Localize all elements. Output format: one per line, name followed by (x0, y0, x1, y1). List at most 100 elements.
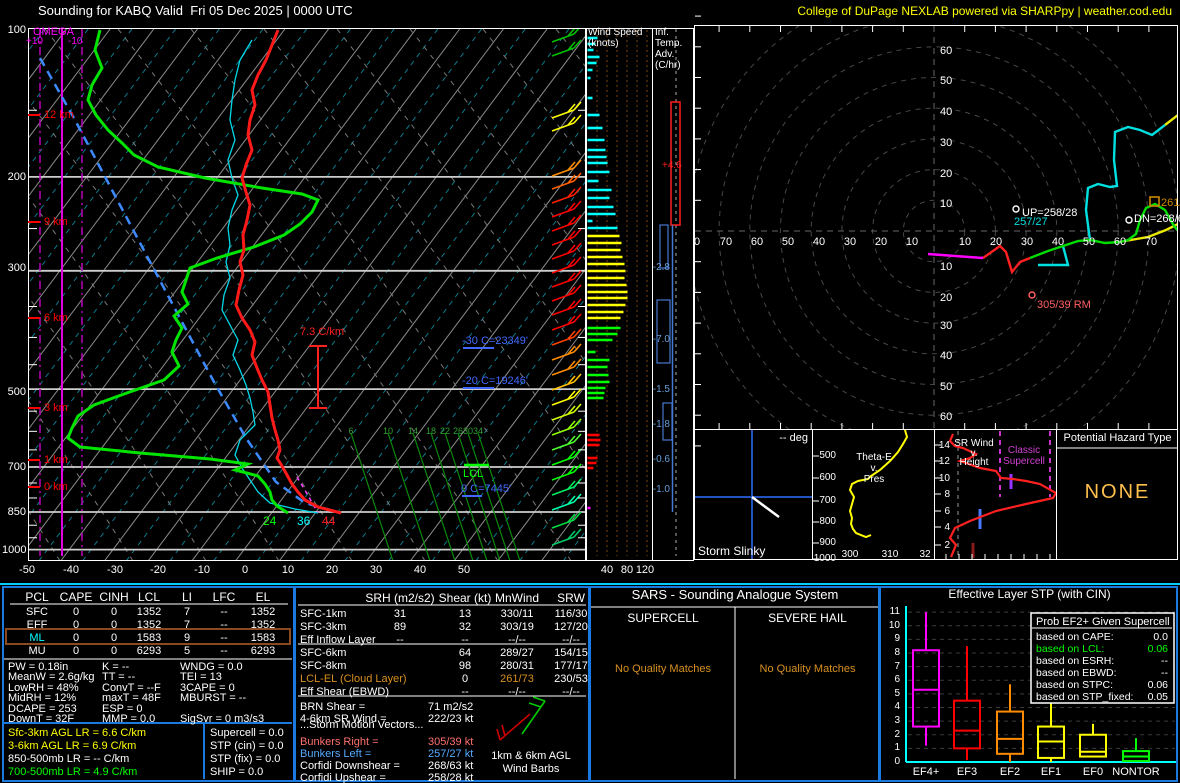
lapse-rate-value: 3-6km AGL LR = 6.9 C/km (8, 740, 137, 752)
shear-mnwind-value: --/-- (508, 634, 526, 646)
slinky-segment (751, 495, 780, 519)
stp-legend-label: based on ESRH: (1036, 655, 1115, 667)
shear-srw-value: 127/20 (554, 621, 588, 633)
pressure-label: 850 (7, 506, 26, 518)
surface-wetbulb-value: 36 (297, 514, 311, 528)
temperature-tick-label: -20 (150, 564, 166, 576)
hodo-axis-label: 40 (812, 236, 826, 248)
lcl-label: LCL (463, 468, 484, 480)
shear-mnwind-value: 261/73 (500, 673, 534, 685)
hodo-axis-label: 70 (719, 236, 733, 248)
shear-magnitude-value: 32 (458, 621, 472, 633)
app-title: Sounding for KABQ Valid Fri 05 Dec 2025 … (38, 3, 353, 18)
shear-srw-value: --/-- (562, 686, 580, 698)
motion-row-value: 268/63 kt (428, 760, 474, 772)
lapse-rate-value: Sfc-3km AGL LR = 6.6 C/km (8, 727, 147, 739)
temperature-tick-label: 40 (413, 564, 427, 576)
index-value: PW = 0.18in (8, 661, 69, 673)
shear-magnitude-value: -- (461, 634, 469, 646)
hodo-trace-9-12km (1084, 124, 1166, 241)
height-label: 9 km (44, 216, 68, 228)
mixing-ratio-label: 10 (382, 426, 393, 436)
thetae-axis-label: 300 (841, 549, 859, 560)
surface-dewpoint-value: 24 (263, 514, 277, 528)
stp-legend-value: 0.06 (1147, 643, 1168, 655)
mixing-ratio-label: 34 (472, 426, 483, 436)
composite-index-value: STP (cin) = 0.0 (210, 740, 284, 752)
sars-hail-match: No Quality Matches (759, 663, 856, 675)
height-label: 1 km (44, 454, 68, 466)
pressure-label: 300 (7, 262, 26, 274)
stp-category-label: EF0 (1082, 766, 1104, 778)
stp-box (996, 710, 1024, 755)
parcel-table-cell: 0 (110, 606, 118, 618)
parcel-table-cell: 1352 (136, 606, 162, 618)
stp-legend-label: based on EBWD: (1036, 667, 1117, 679)
motion-row-value: 305/39 kt (428, 736, 474, 748)
thetae-pressure-label: 900 (819, 537, 836, 548)
shear-srw-value: 230/53 (554, 673, 588, 685)
mixing-ratio-label: 6 (348, 426, 354, 436)
motion-row-value: 71 m2/s2 (428, 701, 474, 713)
stp-legend-value: -- (1161, 667, 1168, 679)
srwind-height-label: 6 (944, 506, 950, 517)
parcel-table-cell: 9 (183, 632, 191, 644)
cold-advection-value: -1.8 (652, 419, 670, 430)
stp-axis-label: 9 (894, 633, 900, 645)
stp-box (912, 649, 940, 728)
thetae-axis-label: 32 (919, 549, 931, 560)
cold-advection-box (662, 402, 673, 441)
hodo-axis-label: 10 (905, 236, 919, 248)
stp-box (953, 699, 981, 750)
brand-link[interactable]: College of DuPage NEXLAB powered via SHA… (797, 4, 1172, 18)
shear-magnitude-value: 13 (458, 608, 472, 620)
hodo-axis-label: 60 (940, 45, 953, 57)
stp-legend-value: 0.06 (1147, 679, 1168, 691)
hodo-axis-label: 70 (1144, 236, 1158, 248)
shear-srw-value: --/-- (562, 634, 580, 646)
stp-axis-label: 7 (894, 660, 900, 672)
parcel-table-cell: 1583 (136, 632, 162, 644)
corfidi-down-marker (1125, 216, 1133, 224)
warm-advection-value: +4.6 (662, 160, 682, 171)
index-value: MMP = 0.0 (102, 713, 156, 725)
stp-axis-label: 3 (894, 715, 900, 727)
parcel-table-cell: 0 (110, 632, 118, 644)
thetae-title-1: Theta-E (856, 452, 892, 463)
parcel-table-cell: 7 (183, 619, 191, 631)
shear-srh-value: 89 (393, 621, 407, 633)
index-value: K = -- (102, 661, 130, 673)
barb-caption-1: 1km & 6km AGL (491, 750, 571, 762)
hodo-axis-label: 20 (874, 236, 888, 248)
stp-legend-label: based on LCL: (1036, 643, 1105, 655)
hodo-axis-label: 20 (989, 236, 1003, 248)
adv-panel-title: Inf. Temp. Adv. (C/hr) (655, 27, 683, 71)
stp-legend-value: 0.05 (1147, 691, 1168, 703)
stp-box (1079, 733, 1107, 758)
thetae-pressure-label: 700 (819, 495, 836, 506)
hodo-trace-sfc (927, 252, 984, 260)
index-value: 3CAPE = 0 (180, 681, 235, 694)
height-label: 3 km (44, 402, 68, 414)
temperature-trace (234, 29, 342, 515)
classic-supercell-label-1: Classic (1007, 445, 1041, 456)
index-value: LowRH = 48% (8, 681, 79, 694)
srwind-title-2: v. (970, 448, 978, 459)
right-mover-hodo-label: 305/39 RM (1037, 299, 1091, 311)
stp-legend-label: based on CAPE: (1036, 631, 1114, 643)
parcel-table-cell: 0 (72, 606, 80, 618)
storm-motion-header: ...Storm Motion Vectors... (300, 719, 424, 731)
mixing-ratio-label: 22 (439, 426, 450, 436)
parcel-table-header: EL (255, 590, 271, 604)
pressure-label: 100 (7, 24, 26, 36)
shear-row-label: LCL-EL (Cloud Layer) (300, 673, 407, 685)
shear-row-label: SFC-1km (300, 608, 347, 620)
stp-legend-value: 0.0 (1153, 631, 1168, 643)
temperature-tick-label: -30 (107, 564, 123, 576)
srwind-height-label: 12 (938, 456, 950, 467)
thetae-title-2: v. (870, 463, 878, 474)
stp-axis-label: 4 (894, 701, 900, 713)
temperature-tick-label: 20 (325, 564, 339, 576)
mixing-ratio-label: 30 (462, 426, 473, 436)
